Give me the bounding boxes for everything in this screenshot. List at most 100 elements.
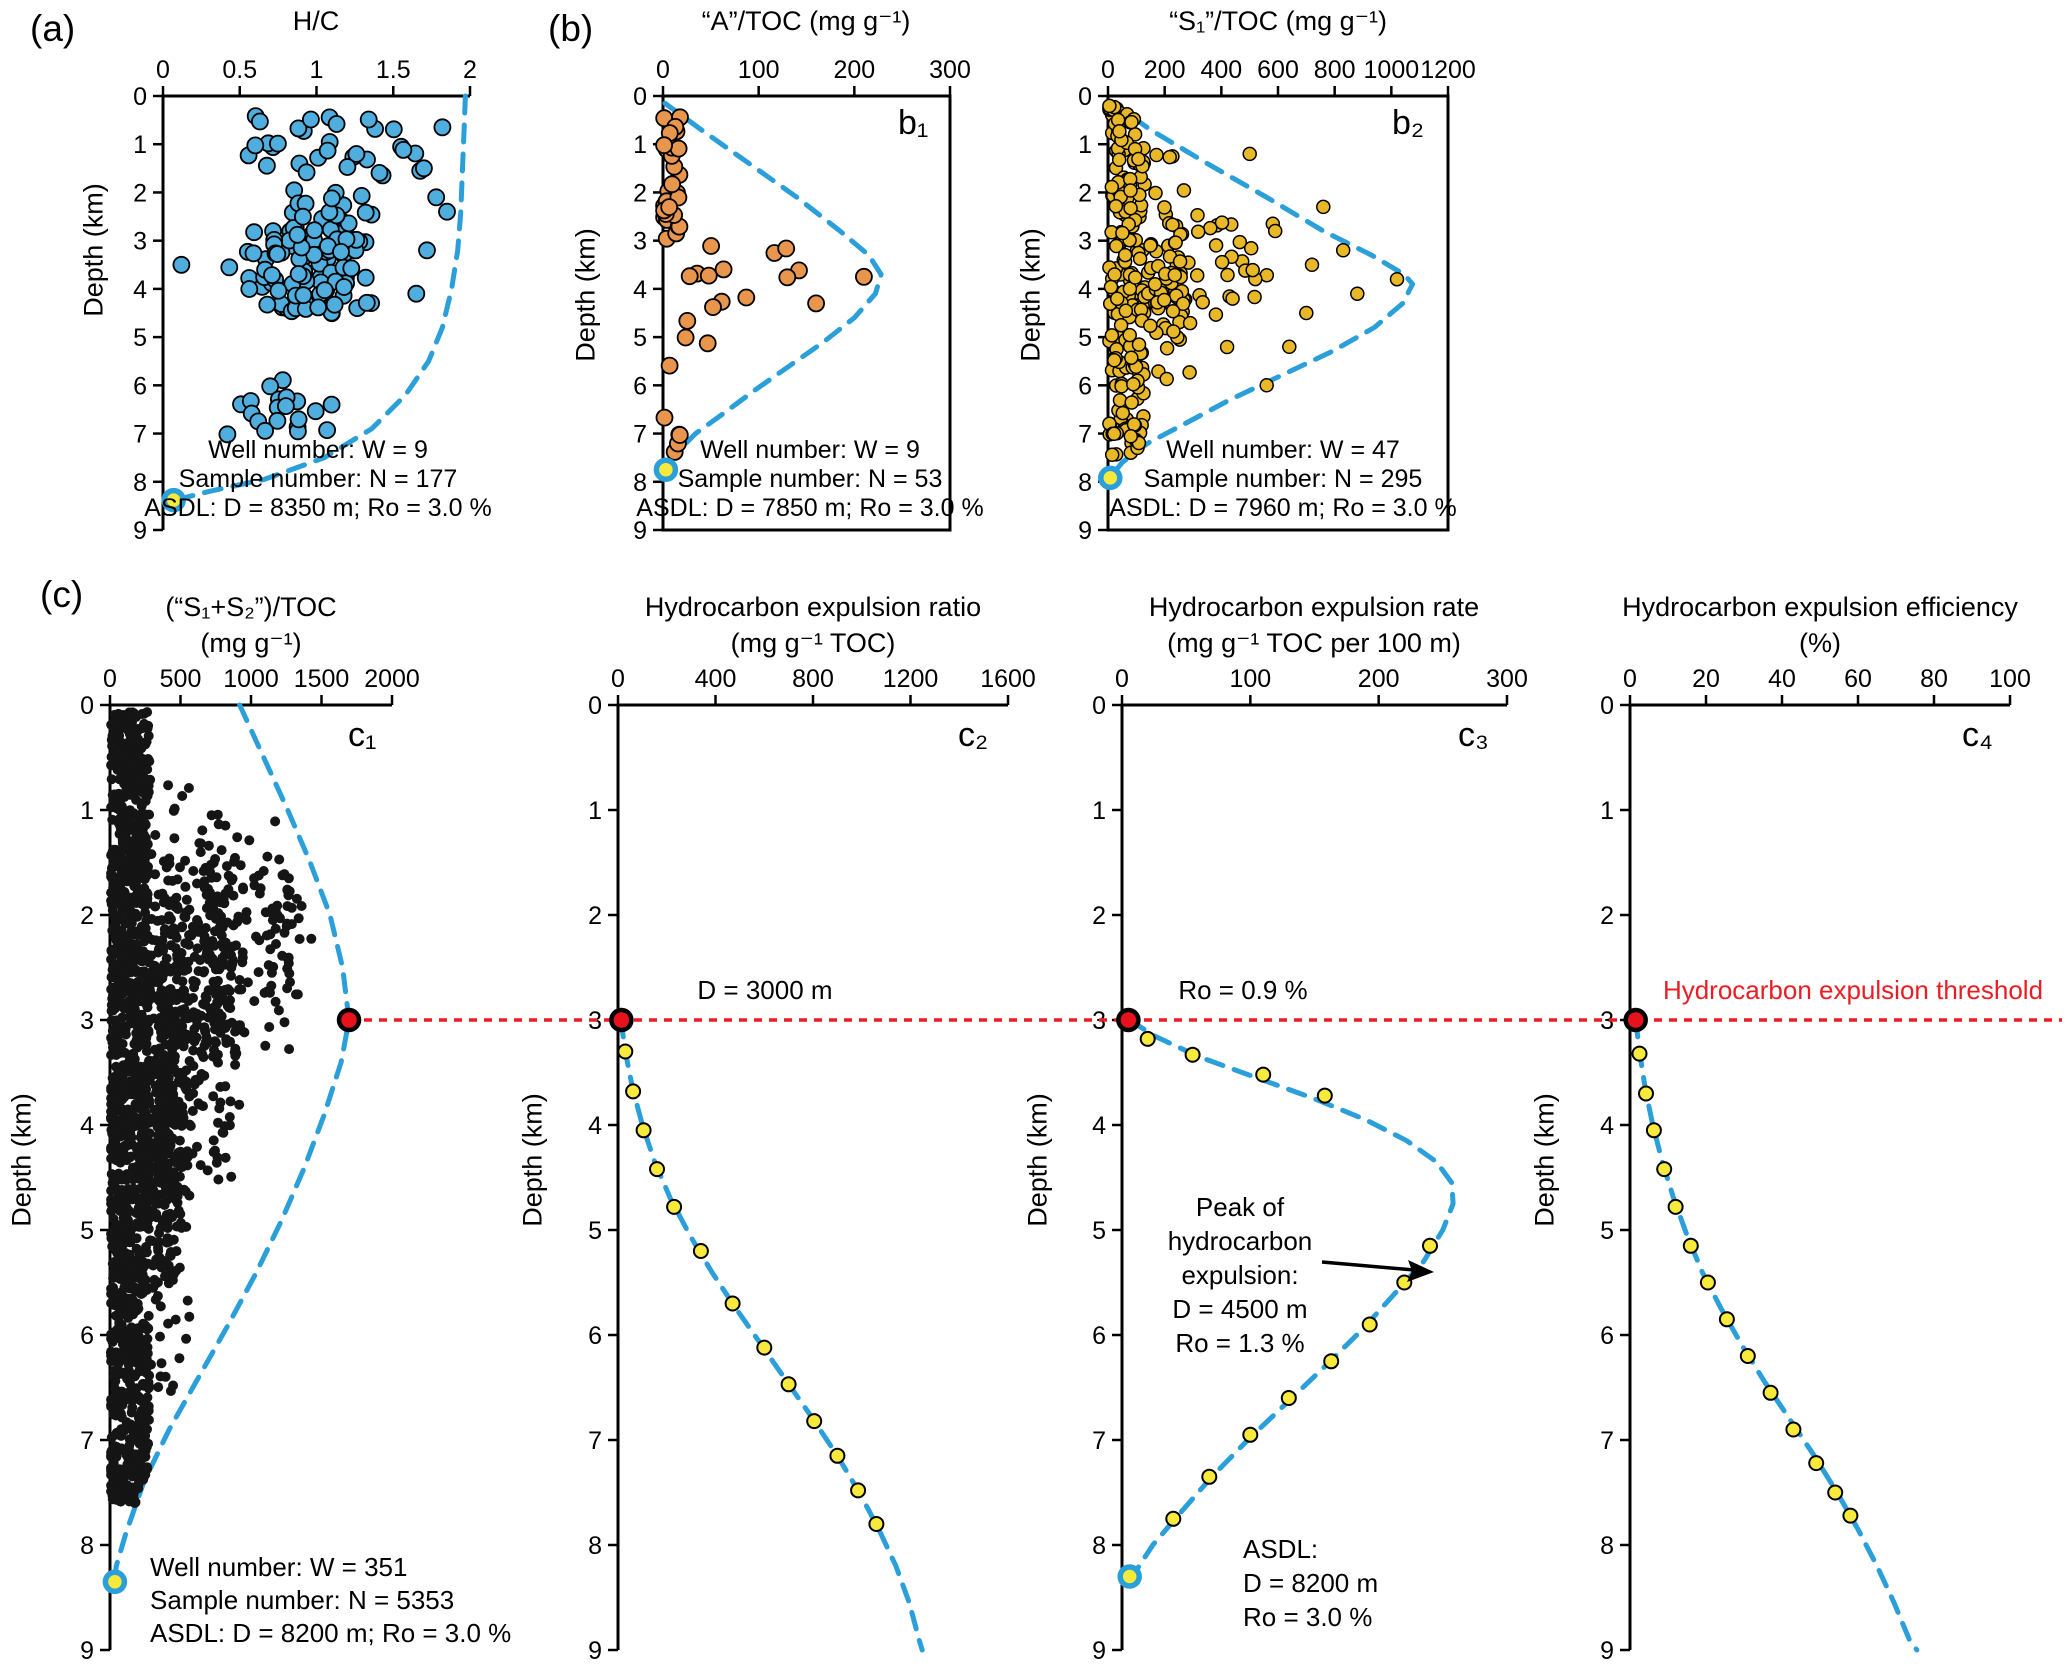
subpanel-letter-c4: c₄ bbox=[1962, 716, 1993, 754]
y-tick-label: 1 bbox=[133, 131, 147, 159]
annotation-peak-line3: expulsion: bbox=[1181, 1260, 1299, 1290]
axis-title-c1-line1: (“S₁+S₂”)/TOC bbox=[165, 592, 337, 622]
asdl-marker-b2 bbox=[1098, 465, 1123, 491]
axis-title-c4-line1: Hydrocarbon expulsion efficiency bbox=[1622, 592, 2018, 622]
subpanel-letter-b2: b₂ bbox=[1392, 104, 1425, 142]
y-tick-label: 9 bbox=[588, 1637, 602, 1665]
y-tick-label: 8 bbox=[633, 469, 647, 497]
peak-arrow-head bbox=[1407, 1260, 1434, 1282]
y-tick-label: 0 bbox=[80, 692, 94, 720]
y-tick-label: 4 bbox=[588, 1112, 602, 1140]
y-tick-label: 5 bbox=[1092, 1217, 1106, 1245]
y-tick-label: 5 bbox=[80, 1217, 94, 1245]
subpanel-letter-c2: c₂ bbox=[958, 716, 989, 754]
y-tick-label: 2 bbox=[1600, 902, 1614, 930]
y-tick-label: 7 bbox=[633, 421, 647, 449]
x-tick-label: 600 bbox=[1257, 56, 1299, 84]
x-tick-label: 800 bbox=[1314, 56, 1356, 84]
panel-c1: 0 500 1000 1500 2000 0 1 2 3 4 5 6 7 8 9 bbox=[80, 665, 420, 1665]
stats-c1-wells: Well number: W = 351 bbox=[150, 1552, 408, 1582]
stats-a-samples: Sample number: N = 177 bbox=[178, 465, 458, 493]
ylabel-c1: Depth (km) bbox=[6, 1093, 37, 1227]
x-tick-label: 1200 bbox=[1420, 56, 1476, 84]
x-tick-label: 0.5 bbox=[222, 56, 257, 84]
y-tick-label: 7 bbox=[1092, 1427, 1106, 1455]
y-tick-label: 1 bbox=[588, 797, 602, 825]
stats-b2: Well number: W = 47 Sample number: N = 2… bbox=[1109, 436, 1456, 523]
y-tick-label: 1 bbox=[1078, 131, 1092, 159]
y-tick-label: 1 bbox=[1092, 797, 1106, 825]
curve-dots-c3 bbox=[1139, 1030, 1438, 1527]
y-tick-label: 7 bbox=[588, 1427, 602, 1455]
scatter-b2 bbox=[1102, 98, 1405, 463]
y-tick-label: 6 bbox=[1600, 1322, 1614, 1350]
x-tick-label: 1000 bbox=[1364, 56, 1420, 84]
x-tick-label: 0 bbox=[1115, 665, 1129, 693]
x-tick-label: 0 bbox=[1623, 665, 1637, 693]
axis-title-c3-line1: Hydrocarbon expulsion rate bbox=[1148, 592, 1480, 622]
threshold-marker-c3 bbox=[1116, 1007, 1141, 1033]
y-tick-label: 9 bbox=[1078, 517, 1092, 545]
stats-b1-samples: Sample number: N = 53 bbox=[677, 465, 943, 493]
x-tick-label: 300 bbox=[929, 56, 971, 84]
y-tick-label: 2 bbox=[80, 902, 94, 930]
x-tick-label: 0 bbox=[156, 56, 170, 84]
threshold-marker-c4 bbox=[1623, 1007, 1648, 1033]
y-tick-label: 4 bbox=[133, 276, 147, 304]
stats-a: Well number: W = 9 Sample number: N = 17… bbox=[144, 436, 491, 523]
panel-b1: 0 100 200 300 0 1 2 3 4 5 6 7 8 9 bbox=[633, 56, 971, 545]
y-tick-label: 4 bbox=[1600, 1112, 1614, 1140]
x-tick-label: 200 bbox=[833, 56, 875, 84]
y-tick-label: 6 bbox=[1092, 1322, 1106, 1350]
y-tick-label: 7 bbox=[1078, 421, 1092, 449]
y-tick-label: 0 bbox=[133, 83, 147, 111]
annotation-asdl-c3: ASDL: D = 8200 m Ro = 3.0 % bbox=[1243, 1532, 1378, 1634]
x-tick-label: 1000 bbox=[223, 665, 279, 693]
threshold-marker-c2 bbox=[609, 1007, 634, 1033]
y-tick-label: 5 bbox=[1600, 1217, 1614, 1245]
x-tick-label: 500 bbox=[160, 665, 202, 693]
asdl-marker-b1 bbox=[653, 457, 679, 482]
peak-arrow bbox=[1321, 1260, 1415, 1272]
axes-c4 bbox=[1628, 703, 2010, 1650]
y-tick-label: 8 bbox=[1078, 469, 1092, 497]
x-tick-label: 300 bbox=[1486, 665, 1528, 693]
x-tick-label: 2000 bbox=[364, 665, 420, 693]
ylabel-c2: Depth (km) bbox=[517, 1093, 548, 1227]
stats-c1-asdl: ASDL: D = 8200 m; Ro = 3.0 % bbox=[150, 1618, 512, 1648]
y-tick-label: 0 bbox=[588, 692, 602, 720]
panel-b-letter: (b) bbox=[548, 8, 594, 49]
threshold-marker-c1 bbox=[336, 1007, 362, 1033]
x-tick-label: 0 bbox=[611, 665, 625, 693]
asdl-marker-c3 bbox=[1117, 1564, 1142, 1589]
y-tick-label: 6 bbox=[588, 1322, 602, 1350]
y-tick-label: 8 bbox=[133, 469, 147, 497]
ylabel-c3: Depth (km) bbox=[1022, 1093, 1053, 1227]
y-tick-label: 6 bbox=[133, 372, 147, 400]
axis-title-b2: “S₁”/TOC (mg g⁻¹) bbox=[1169, 6, 1387, 36]
axes-c2 bbox=[616, 703, 1008, 1650]
axis-title-a: H/C bbox=[292, 6, 340, 36]
y-tick-label: 5 bbox=[633, 324, 647, 352]
x-tick-label: 2 bbox=[463, 56, 477, 84]
asdl-marker-a bbox=[161, 487, 186, 513]
y-tick-label: 1 bbox=[633, 131, 647, 159]
y-tick-label: 9 bbox=[1092, 1637, 1106, 1665]
stats-b2-wells: Well number: W = 47 bbox=[1166, 436, 1400, 464]
x-tick-label: 400 bbox=[695, 665, 737, 693]
y-tick-label: 8 bbox=[1092, 1532, 1106, 1560]
panel-c2: 0400800120016000123456789 bbox=[588, 665, 1036, 1665]
stats-b2-samples: Sample number: N = 295 bbox=[1143, 465, 1423, 493]
annotation-ro-09: Ro = 0.9 % bbox=[1178, 975, 1308, 1005]
trend-curve-b1 bbox=[662, 100, 884, 473]
y-tick-label: 6 bbox=[80, 1322, 94, 1350]
x-tick-label: 1.5 bbox=[376, 56, 411, 84]
x-tick-label: 1500 bbox=[294, 665, 350, 693]
y-tick-label: 7 bbox=[1600, 1427, 1614, 1455]
stats-b1: Well number: W = 9 Sample number: N = 53… bbox=[636, 436, 983, 523]
panel-a-letter: (a) bbox=[30, 8, 76, 49]
panel-a: 0 0.5 1 1.5 2 0 1 2 3 4 5 6 7 8 9 bbox=[133, 56, 477, 545]
y-tick-label: 2 bbox=[588, 902, 602, 930]
y-tick-label: 0 bbox=[1092, 692, 1106, 720]
